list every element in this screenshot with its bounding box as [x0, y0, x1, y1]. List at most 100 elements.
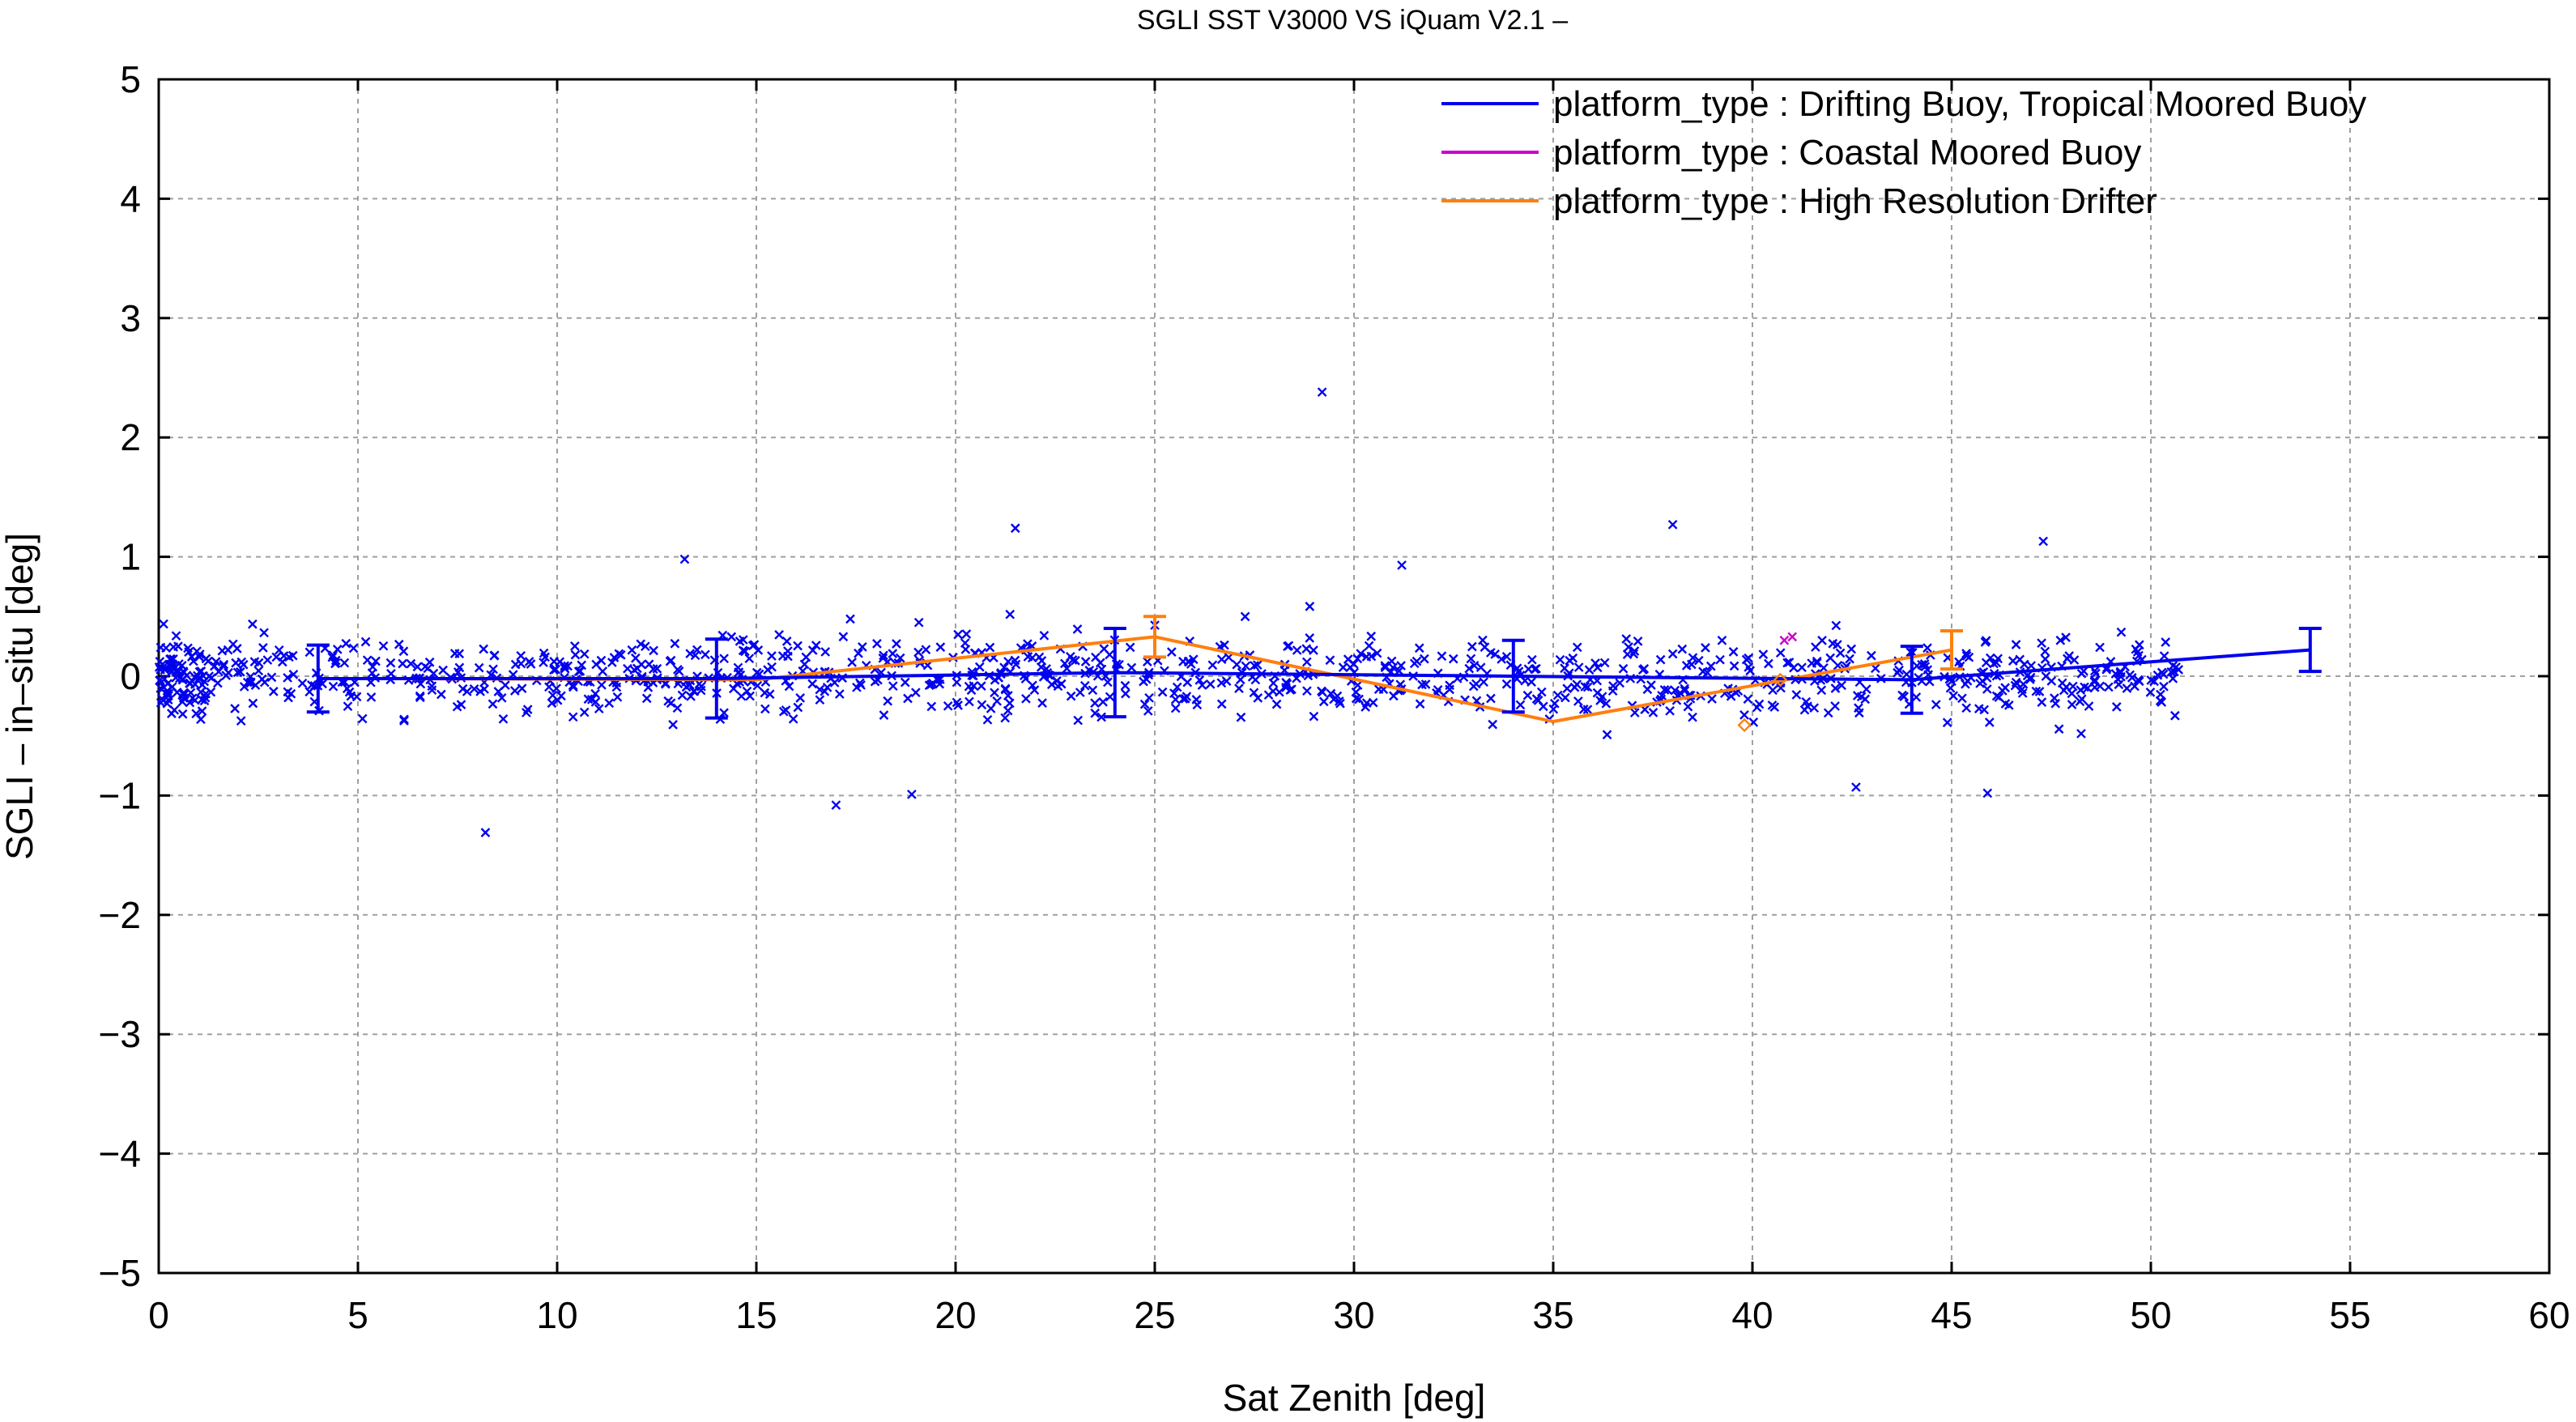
scatter-point — [2116, 627, 2127, 637]
scatter-point — [1791, 690, 1802, 700]
scatter-point — [1823, 708, 1833, 718]
scatter-point — [668, 720, 678, 730]
scatter-point — [1479, 677, 1488, 688]
scatter-point — [2055, 635, 2066, 645]
scatter-point — [614, 649, 624, 659]
scatter-point — [2084, 701, 2094, 711]
scatter-point — [1998, 686, 2008, 696]
scatter-point — [412, 662, 423, 672]
scatter-point — [1582, 682, 1593, 692]
outlier-point — [907, 790, 917, 799]
scatter-point — [1582, 705, 1593, 715]
scatter-point — [1079, 680, 1090, 691]
drifter-point — [1773, 672, 1788, 688]
scatter-point — [834, 689, 845, 699]
scatter-point — [636, 639, 646, 649]
scatter-point — [641, 693, 652, 704]
scatter-point — [242, 677, 253, 688]
scatter-point — [752, 667, 762, 678]
scatter-point — [1659, 685, 1670, 695]
scatter-point — [224, 667, 233, 678]
scatter-point — [1618, 663, 1629, 674]
scatter-point — [879, 650, 888, 661]
scatter-point — [1573, 696, 1583, 706]
scatter-point — [1688, 712, 1697, 722]
scatter-point — [641, 641, 650, 652]
scatter-point — [1861, 684, 1871, 694]
outlier-point — [831, 800, 841, 811]
scatter-point — [913, 647, 923, 658]
scatter-point — [436, 689, 446, 700]
scatter-point — [1830, 683, 1841, 693]
scatter-point — [2076, 729, 2086, 739]
scatter-point — [304, 647, 315, 658]
scatter-point — [1464, 663, 1475, 674]
scatter-point — [926, 679, 936, 690]
scatter-point — [1687, 659, 1697, 670]
scatter-point — [1621, 634, 1632, 644]
scatter-cloud — [154, 602, 2184, 740]
scatter-point — [594, 704, 604, 714]
x-tick-label: 10 — [536, 1294, 577, 1336]
legend-label: platform_type : Coastal Moored Buoy — [1553, 133, 2141, 172]
scatter-point — [597, 679, 607, 690]
scatter-point — [1000, 713, 1011, 723]
scatter-point — [1978, 676, 1988, 686]
scatter-point — [1809, 703, 1820, 713]
scatter-point — [328, 681, 338, 692]
scatter-point — [1961, 703, 1972, 713]
scatter-point — [2095, 642, 2105, 653]
scatter-point — [726, 632, 737, 642]
scatter-point — [1974, 704, 1984, 713]
scatter-point — [660, 679, 671, 689]
scatter-point — [1561, 692, 1570, 703]
scatter-point — [736, 691, 747, 701]
scatter-point — [883, 696, 893, 706]
scatter-point — [1004, 698, 1015, 709]
scatter-point — [194, 666, 205, 677]
scatter-point — [343, 701, 353, 712]
scatter-point — [1776, 683, 1786, 693]
scatter-point — [1366, 651, 1377, 662]
scatter-point — [1984, 717, 1995, 727]
scatter-point — [604, 698, 615, 709]
scatter-point — [187, 693, 198, 704]
scatter-point — [245, 677, 256, 688]
scatter-point — [398, 646, 409, 657]
scatter-point — [985, 642, 995, 653]
scatter-point — [568, 712, 578, 722]
scatter-point — [598, 666, 608, 676]
scatter-point — [590, 696, 601, 707]
scatter-point — [734, 636, 745, 646]
scatter-point — [815, 695, 825, 705]
scatter-point — [1942, 717, 1952, 728]
scatter-point — [171, 631, 181, 641]
scatter-point — [271, 652, 282, 662]
scatter-point — [1305, 602, 1315, 611]
scatter-point — [399, 714, 409, 725]
scatter-point — [1608, 681, 1618, 691]
y-tick-label: −2 — [99, 894, 141, 936]
scatter-point — [793, 641, 803, 651]
scatter-point — [672, 664, 683, 675]
scatter-point — [2040, 646, 2050, 657]
scatter-point — [1188, 654, 1199, 665]
scatter-point — [631, 653, 641, 663]
scatter-point — [1250, 661, 1259, 671]
chart-title: SGLI SST V3000 VS iQuam V2.1 – — [1137, 5, 1568, 36]
scatter-point — [1183, 656, 1194, 666]
scatter-point — [368, 662, 378, 672]
scatter-point — [976, 681, 986, 691]
scatter-point — [1252, 660, 1262, 671]
scatter-point — [330, 658, 340, 669]
scatter-point — [760, 704, 770, 714]
scatter-point — [1170, 694, 1181, 705]
scatter-point — [371, 656, 381, 666]
scatter-point — [913, 617, 924, 628]
scatter-point — [1098, 696, 1108, 707]
scatter-point — [186, 652, 197, 662]
scatter-point — [1329, 694, 1339, 705]
scatter-point — [1356, 649, 1366, 659]
scatter-point — [760, 688, 770, 698]
scatter-point — [1120, 680, 1130, 691]
